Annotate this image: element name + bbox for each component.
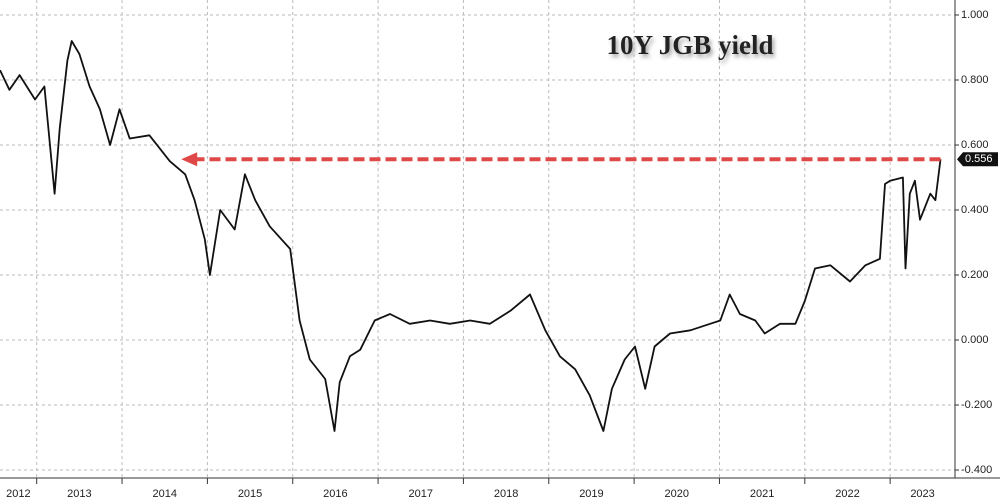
x-tick-label: 2022: [835, 488, 859, 500]
chart-title: 10Y JGB yield: [606, 30, 773, 60]
x-tick-label: 2017: [409, 488, 433, 500]
y-tick-label: 0.600: [961, 139, 989, 151]
y-tick-label: 0.000: [961, 334, 989, 346]
x-tick-label: 2016: [323, 488, 347, 500]
y-tick-label: 1.000: [961, 9, 989, 21]
plot-area: [0, 40, 942, 432]
x-tick-label: 2013: [67, 488, 91, 500]
y-tick-label: 0.200: [961, 269, 989, 281]
x-tick-label: 2023: [910, 488, 934, 500]
y-tick-label: 0.400: [961, 204, 989, 216]
y-tick-label: 0.800: [961, 74, 989, 86]
value-box: [957, 152, 998, 167]
series-line: [0, 40, 942, 432]
x-tick-label: 2020: [665, 488, 689, 500]
x-tick-label: 2014: [152, 488, 176, 500]
arrow-head: [181, 152, 198, 167]
x-tick-label: 2015: [238, 488, 262, 500]
last-value-label: 0.556: [965, 153, 993, 165]
y-tick-label: -0.200: [961, 399, 992, 411]
x-tick-label: 2021: [750, 488, 774, 500]
y-tick-label: -0.400: [961, 464, 992, 476]
x-tick-label: 2018: [494, 488, 518, 500]
x-tick-label: 2012: [6, 488, 30, 500]
x-tick-label: 2019: [579, 488, 603, 500]
